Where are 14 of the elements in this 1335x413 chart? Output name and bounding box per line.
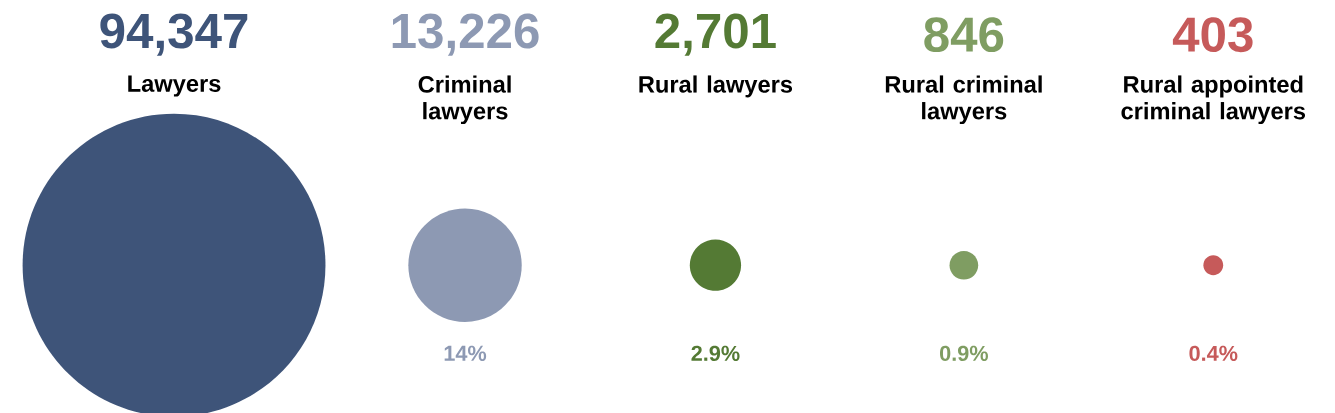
category-label: Rural lawyers	[639, 75, 793, 98]
text: 14%	[444, 345, 487, 362]
category-label: Rural criminal lawyers	[885, 75, 1042, 125]
data-label: 2,701	[655, 13, 776, 56]
data-label: 13,226	[392, 13, 539, 56]
category-label: Lawyers	[128, 75, 221, 97]
text: 2.9%	[691, 345, 740, 362]
category-label: Rural appointed criminal lawyers	[1121, 75, 1306, 125]
data-label: 846	[924, 17, 1004, 53]
category-label: Criminal lawyers	[418, 75, 511, 125]
text: 0.9%	[939, 345, 988, 362]
text: 0.4%	[1189, 345, 1238, 362]
data-label: 94,347	[100, 13, 248, 56]
data-label: 403	[1172, 17, 1253, 53]
